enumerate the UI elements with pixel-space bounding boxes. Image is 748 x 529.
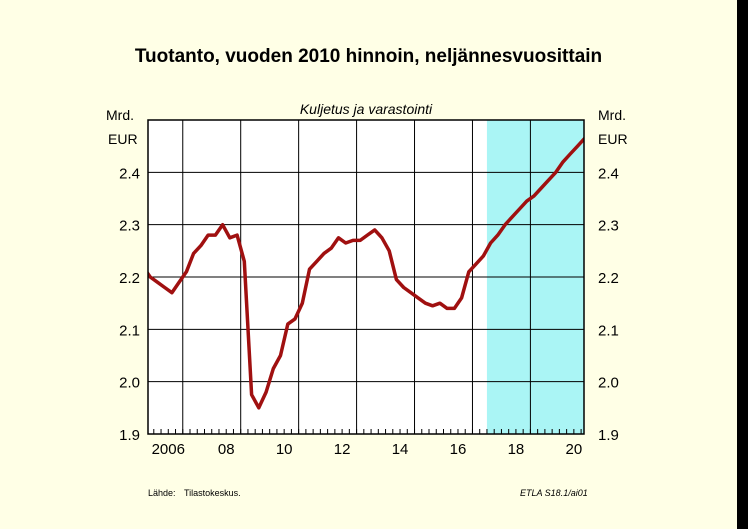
- y-unit-right-line2: EUR: [598, 131, 628, 147]
- y-tick-label-left: 2.0: [119, 375, 140, 392]
- y-unit-right-line1: Mrd.: [598, 107, 626, 123]
- y-tick-label-left: 2.4: [119, 165, 140, 182]
- figure-code: ETLA S18.1/ai01: [520, 488, 588, 498]
- x-tick-label: 14: [392, 441, 409, 458]
- y-tick-label-right: 1.9: [598, 427, 619, 444]
- y-tick-label-left: 2.1: [119, 322, 140, 339]
- y-unit-left-line1: Mrd.: [106, 107, 134, 123]
- y-tick-label-right: 2.4: [598, 165, 619, 182]
- x-tick-label: 16: [450, 441, 467, 458]
- plot-frame: [147, 119, 585, 435]
- source-value: Tilastokeskus.: [184, 488, 241, 498]
- y-tick-label-left: 2.3: [119, 218, 140, 235]
- series-line: [148, 137, 584, 410]
- y-unit-left-line2: EUR: [108, 131, 138, 147]
- source-label: Lähde:: [148, 488, 176, 498]
- y-tick-label-left: 2.2: [119, 270, 140, 287]
- x-tick-label: 12: [334, 441, 351, 458]
- chart-title: Tuotanto, vuoden 2010 hinnoin, neljännes…: [134, 46, 603, 67]
- x-tick-label: 2006: [152, 441, 185, 458]
- y-tick-label-left: 1.9: [119, 427, 140, 444]
- x-tick-label: 18: [508, 441, 525, 458]
- y-tick-label-right: 2.1: [598, 322, 619, 339]
- y-tick-label-right: 2.0: [598, 375, 619, 392]
- y-tick-label-right: 2.2: [598, 270, 619, 287]
- x-tick-label: 08: [218, 441, 235, 458]
- chart-subtitle: Kuljetus ja varastointi: [299, 101, 433, 117]
- x-tick-label: 10: [276, 441, 293, 458]
- y-tick-label-right: 2.3: [598, 218, 619, 235]
- x-tick-label: 20: [566, 441, 583, 458]
